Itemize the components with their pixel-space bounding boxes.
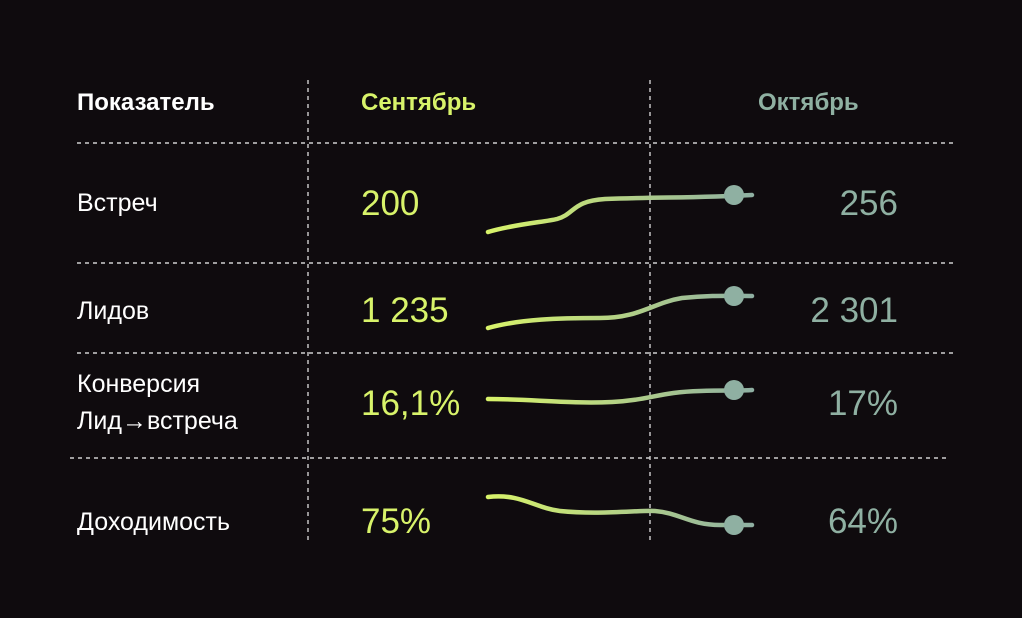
row-label-meetings: Встреч <box>77 189 158 217</box>
row-value-september-meetings: 200 <box>361 184 420 223</box>
row-value-october-meetings: 256 <box>839 184 898 223</box>
sparkline-leads <box>485 293 755 331</box>
header-metric: Показатель <box>77 89 215 116</box>
row-label-conversion-line2: Лид→встреча <box>77 407 238 435</box>
row-value-september-leads: 1 235 <box>361 291 449 330</box>
row-value-october-leads: 2 301 <box>810 291 898 330</box>
sparkline-show-rate <box>485 494 755 528</box>
row-value-october-conversion: 17% <box>827 384 898 423</box>
sparkline-conversion <box>485 387 755 405</box>
row-value-september-conversion: 16,1% <box>361 384 461 423</box>
sparkline-meetings <box>485 192 755 235</box>
row-label-conversion-line1: Конверсия <box>77 370 201 398</box>
row-label-show-rate: Доходимость <box>77 508 231 536</box>
header-september: Сентябрь <box>361 89 477 116</box>
header-october: Октябрь <box>758 89 859 116</box>
row-value-september-show-rate: 75% <box>361 502 432 541</box>
sparkline-end-dot <box>724 286 744 306</box>
row-label-leads: Лидов <box>77 297 150 325</box>
sparkline-end-dot <box>724 380 744 400</box>
row-value-october-show-rate: 64% <box>827 502 898 541</box>
sparkline-end-dot <box>724 185 744 205</box>
sparkline-end-dot <box>724 515 744 535</box>
